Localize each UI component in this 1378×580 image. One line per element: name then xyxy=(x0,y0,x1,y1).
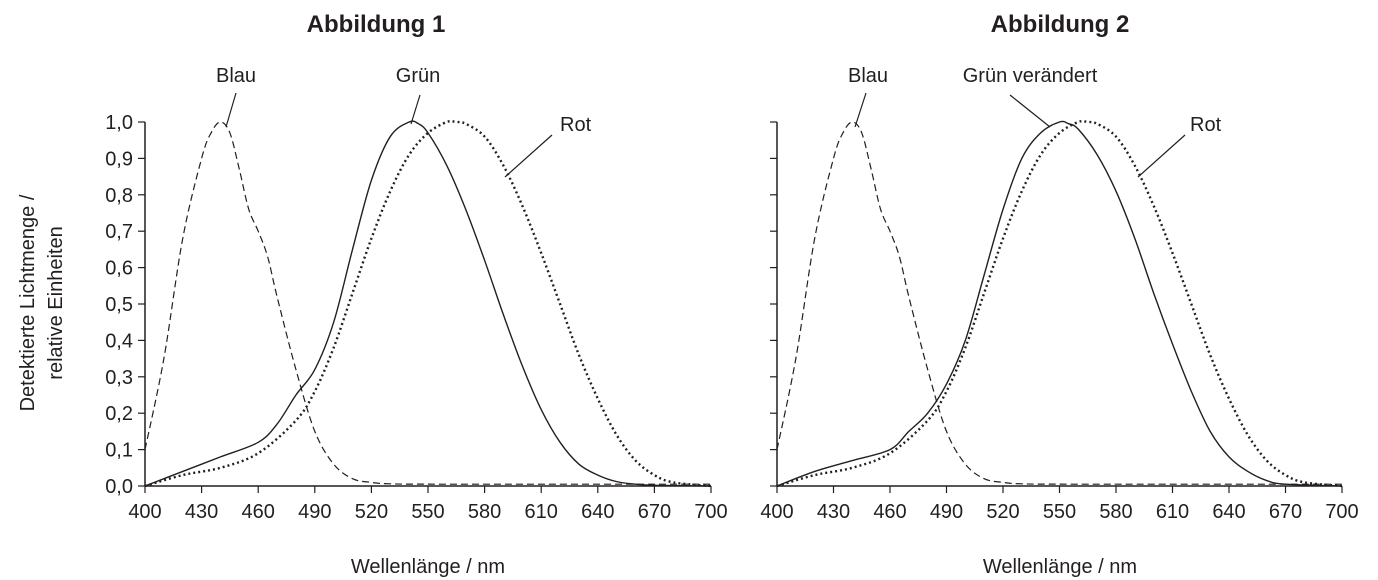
series-line-rot xyxy=(144,119,712,488)
leader-line-rot xyxy=(1137,134,1186,178)
series-line-blau xyxy=(144,121,712,485)
x-tick-label: 520 xyxy=(355,501,388,523)
x-tick-label: 670 xyxy=(1269,501,1302,523)
chart-marks: 400 430 460 490 520 550 580 610 640 670 700 xyxy=(760,119,1359,523)
series-label-gruen: Grün xyxy=(396,65,440,125)
x-tick-label: 400 xyxy=(760,501,793,523)
leader-line-gruen-veraendert xyxy=(1009,94,1051,128)
series-label-rot: Rot xyxy=(1137,114,1222,178)
leader-line-rot xyxy=(504,134,553,178)
series-label-blau-text: Blau xyxy=(848,65,888,87)
x-tick-label: 670 xyxy=(638,501,671,523)
series-line-gruen xyxy=(144,120,712,487)
leader-line-gruen xyxy=(410,94,421,125)
x-tick-label: 580 xyxy=(468,501,501,523)
x-tick-label: 700 xyxy=(1325,501,1358,523)
leader-line-blau xyxy=(225,92,237,128)
x-tick-label: 430 xyxy=(817,501,850,523)
series-label-gruen-text: Grün xyxy=(396,65,440,87)
series-line-gruen-veraendert xyxy=(776,120,1343,487)
chart-title: Abbildung 2 xyxy=(991,11,1130,38)
y-tick-label: 1,0 xyxy=(105,112,133,134)
y-axis-title: Detektierte Lichtmenge / relative Einhei… xyxy=(17,194,67,411)
x-tick-label: 610 xyxy=(525,501,558,523)
series-label-blau: Blau xyxy=(848,65,888,128)
series-line-rot xyxy=(776,119,1343,488)
y-tick-label: 0,5 xyxy=(105,294,133,316)
x-tick-label: 490 xyxy=(298,501,331,523)
leader-line-blau xyxy=(854,92,867,128)
y-tick-label: 0,8 xyxy=(105,185,133,207)
series-line-blau xyxy=(776,121,1343,485)
x-tick-label: 640 xyxy=(1212,501,1245,523)
x-tick-label: 520 xyxy=(986,501,1019,523)
y-tick-label: 0,2 xyxy=(105,403,133,425)
series-label-rot-text: Rot xyxy=(1190,114,1222,136)
series-label-gruen-veraendert: Grün verändert xyxy=(963,65,1098,128)
x-tick-label: 400 xyxy=(128,501,161,523)
y-tick-label: 0,7 xyxy=(105,221,133,243)
series-label-rot: Rot xyxy=(504,114,592,178)
x-axis-title: Wellenlänge / nm xyxy=(351,556,505,578)
x-tick-label: 550 xyxy=(1043,501,1076,523)
y-tick-label: 0,3 xyxy=(105,367,133,389)
y-axis-title-line1: Detektierte Lichtmenge / xyxy=(17,194,39,411)
series-label-rot-text: Rot xyxy=(560,114,592,136)
x-tick-label: 640 xyxy=(581,501,614,523)
series-label-blau-text: Blau xyxy=(216,65,256,87)
x-tick-label: 460 xyxy=(242,501,275,523)
series-label-gruen-veraendert-text: Grün verändert xyxy=(963,65,1098,87)
y-tick-label: 0,4 xyxy=(105,330,133,352)
series-label-blau: Blau xyxy=(216,65,256,128)
x-tick-label: 550 xyxy=(411,501,444,523)
x-tick-label: 700 xyxy=(694,501,727,523)
x-tick-label: 460 xyxy=(873,501,906,523)
chart-panel-abbildung-1: Abbildung 1 Wellenlänge / nm 400 430 460 49… xyxy=(105,11,728,578)
x-tick-label: 580 xyxy=(1099,501,1132,523)
x-tick-label: 610 xyxy=(1156,501,1189,523)
chart-marks: 400 430 460 490 520 550 580 610 640 670 700 0,0 0,1 0… xyxy=(105,112,728,523)
y-tick-label: 0,0 xyxy=(105,476,133,498)
x-tick-label: 430 xyxy=(185,501,218,523)
chart-title: Abbildung 1 xyxy=(307,11,446,38)
chart-panel-abbildung-2: Abbildung 2 Wellenlänge / nm 400 430 460 49… xyxy=(760,11,1358,578)
y-tick-label: 0,6 xyxy=(105,258,133,280)
y-axis-title-line2: relative Einheiten xyxy=(45,226,67,379)
y-tick-label: 0,1 xyxy=(105,440,133,462)
x-axis-title: Wellenlänge / nm xyxy=(983,556,1137,578)
y-tick-label: 0,9 xyxy=(105,148,133,170)
x-tick-label: 490 xyxy=(930,501,963,523)
